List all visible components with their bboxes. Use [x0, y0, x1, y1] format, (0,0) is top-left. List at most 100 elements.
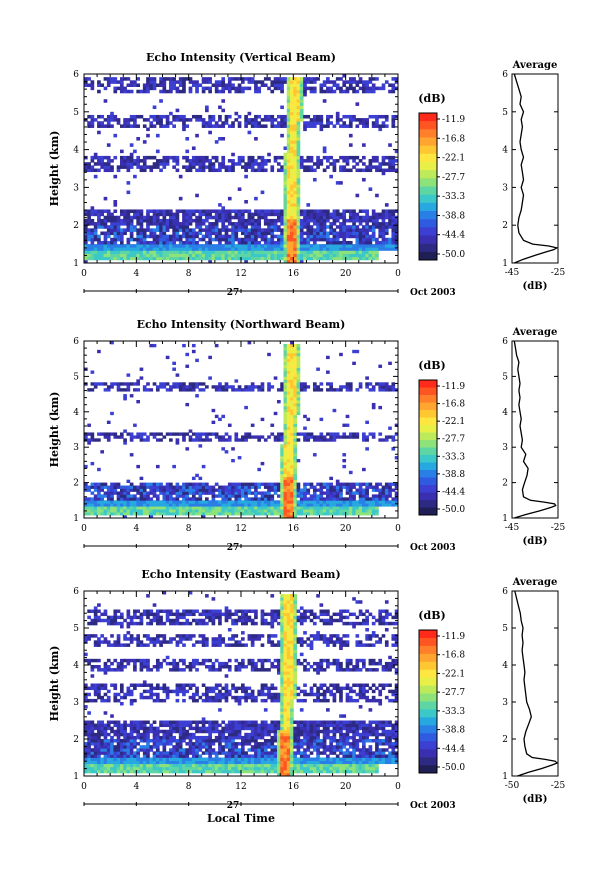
heatmap-cell [286, 482, 291, 486]
heatmap-cell [87, 83, 91, 87]
heatmap-cell [218, 105, 222, 110]
heatmap-cell [142, 159, 147, 163]
heatmap-cell [312, 388, 317, 392]
heatmap-cell [87, 698, 91, 703]
heatmap-cell [155, 497, 160, 501]
heatmap-cell [211, 225, 216, 229]
heatmap-cell [129, 683, 134, 687]
heatmap-cell [326, 482, 330, 486]
heatmap-cell [293, 237, 297, 242]
heatmap-cell [352, 485, 356, 489]
heatmap-cell [234, 209, 239, 213]
heatmap-cell [234, 438, 239, 442]
heatmap-cell [119, 739, 124, 743]
heatmap-cell [119, 503, 124, 507]
heatmap-cell [299, 237, 304, 242]
heatmap-cell [348, 253, 353, 258]
heatmap-cell [267, 388, 271, 392]
heatmap-cell [97, 640, 101, 644]
heatmap-cell [276, 247, 281, 251]
heatmap-cell [97, 215, 101, 220]
heatmap-cell [290, 402, 294, 407]
heatmap-cell [319, 127, 324, 132]
heatmap-cell [195, 438, 199, 442]
heatmap-cell [165, 497, 170, 501]
heatmap-cell [316, 388, 320, 392]
heatmap-cell [119, 668, 124, 672]
heatmap-cell [175, 500, 180, 504]
heatmap-cell [172, 124, 176, 128]
heatmap-cell [155, 503, 160, 507]
heatmap-cell [149, 209, 154, 213]
heatmap-cell [165, 234, 170, 239]
heatmap-cell [195, 394, 199, 398]
heatmap-cell [178, 256, 183, 261]
heatmap-cell [358, 231, 363, 236]
heatmap-cell [113, 748, 118, 752]
heatmap-cell [87, 732, 91, 737]
heatmap-cell [188, 222, 193, 226]
heatmap-cell [329, 225, 333, 229]
heatmap-cell [106, 121, 111, 125]
heatmap-cell [365, 234, 369, 239]
heatmap-cell [290, 187, 294, 191]
heatmap-cell [185, 237, 190, 242]
heatmap-cell [113, 729, 118, 734]
heatmap-cell [290, 130, 294, 135]
heatmap-cell [110, 253, 114, 258]
heatmap-cell [227, 124, 232, 128]
heatmap-cell [355, 506, 360, 510]
heatmap-cell [290, 196, 294, 201]
heatmap-cell [358, 491, 363, 495]
heatmap-cell [136, 89, 140, 94]
heatmap-cell [362, 432, 366, 436]
heatmap-cell [218, 231, 222, 236]
heatmap-cell [136, 500, 140, 504]
heatmap-cell [106, 165, 111, 169]
heatmap-cell [205, 228, 209, 232]
heatmap-cell [388, 168, 392, 173]
heatmap-cell [198, 118, 203, 122]
heatmap-cell [142, 250, 147, 254]
heatmap-cell [283, 118, 288, 122]
heatmap-cell [329, 382, 333, 386]
heatmap-cell [126, 253, 131, 258]
heatmap-cell [152, 162, 157, 166]
heatmap-cell [365, 80, 369, 84]
heatmap-cell [175, 108, 180, 113]
heatmap-cell [116, 218, 121, 223]
heatmap-cell [316, 155, 320, 160]
heatmap-cell [208, 234, 212, 239]
heatmap-cell [306, 212, 311, 217]
heatmap-cell [378, 124, 383, 128]
heatmap-cell [93, 222, 98, 226]
heatmap-cell [358, 253, 363, 258]
heatmap-cell [293, 405, 297, 410]
heatmap-cell [90, 509, 95, 513]
heatmap-cell [116, 244, 121, 248]
heatmap-cell [290, 133, 294, 138]
heatmap-cell [129, 453, 134, 457]
heatmap-cell [283, 494, 288, 498]
heatmap-cell [263, 500, 268, 504]
heatmap-cell [244, 228, 248, 232]
heatmap-cell [241, 435, 245, 439]
heatmap-cell [152, 237, 157, 242]
heatmap-cell [90, 209, 95, 213]
heatmap-cell [244, 218, 248, 223]
heatmap-cell [116, 485, 121, 489]
heatmap-cell [87, 503, 91, 507]
heatmap-cell [257, 155, 262, 160]
heatmap-cell [286, 391, 291, 395]
colorbar-label: -11.9 [442, 115, 465, 125]
heatmap-cell [129, 745, 134, 749]
heatmap-cell [260, 382, 265, 386]
heatmap-cell [312, 497, 317, 501]
heatmap-cell [303, 385, 307, 389]
heatmap-cell [84, 432, 88, 436]
heatmap-cell [267, 382, 271, 386]
heatmap-cell [169, 218, 173, 223]
heatmap-cell [172, 244, 176, 248]
heatmap-cell [342, 506, 347, 510]
heatmap-cell [339, 231, 343, 236]
